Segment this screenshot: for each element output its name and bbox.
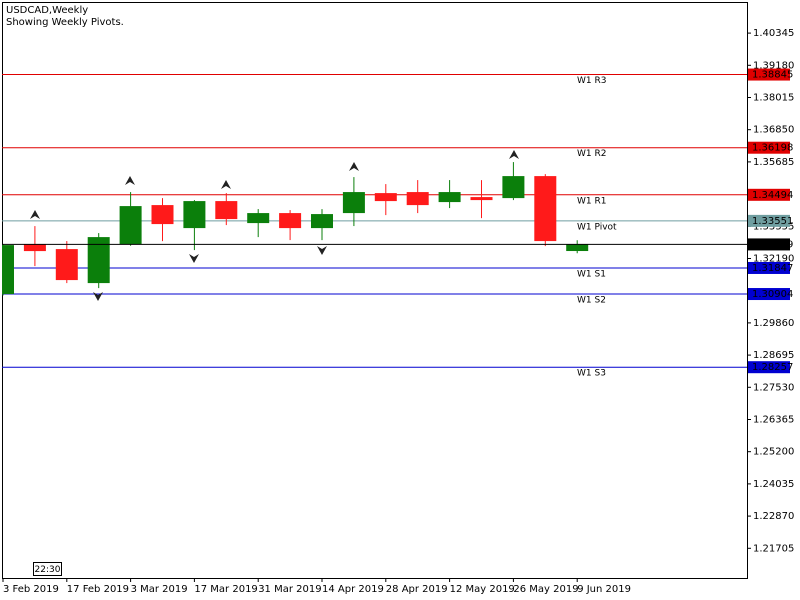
fractal-up	[125, 176, 135, 185]
price-tag-label: 1.33551	[752, 216, 793, 227]
x-tick-label: 17 Feb 2019	[67, 584, 129, 595]
current-price-tag	[748, 238, 790, 251]
candle-body	[215, 201, 238, 220]
price-tag	[748, 68, 790, 81]
y-tick-label: 1.21705	[753, 543, 794, 554]
pivot-name: W1 S2	[577, 296, 606, 306]
candle-body	[470, 197, 493, 201]
y-tick-label: 1.26365	[753, 414, 794, 425]
x-tick-label: 17 Mar 2019	[194, 584, 257, 595]
x-tick-label: 3 Mar 2019	[131, 584, 188, 595]
price-tag	[748, 261, 790, 274]
price-tag	[748, 288, 790, 301]
y-tick-label: 1.28695	[753, 350, 794, 361]
candle-body	[374, 193, 397, 202]
candle-body	[438, 192, 461, 203]
price-tag-label: 1.36198	[752, 143, 793, 154]
y-tick-label: 1.40345	[753, 28, 794, 39]
candle-body	[311, 214, 333, 229]
candle-body	[183, 201, 206, 229]
x-tick-label: 28 Apr 2019	[386, 584, 448, 595]
chart-subtitle: Showing Weekly Pivots.	[6, 17, 124, 28]
price-tag-label: 1.38845	[752, 70, 793, 81]
candle-body	[247, 213, 270, 224]
pivot-name: W1 R1	[577, 196, 606, 206]
price-tag	[748, 361, 790, 374]
fractal-down	[189, 254, 199, 263]
price-tag	[748, 188, 790, 201]
fractal-down	[93, 292, 103, 301]
y-tick-label: 1.32190	[753, 253, 794, 264]
pivot-name: W1 S1	[577, 269, 606, 279]
x-tick-label: 14 Apr 2019	[322, 584, 384, 595]
y-tick-label: 1.22870	[753, 511, 794, 522]
candle-body	[87, 237, 110, 284]
candle-body	[406, 192, 429, 206]
price-tag	[748, 214, 790, 227]
y-tick-label: 1.24035	[753, 479, 794, 490]
candle-body	[279, 213, 302, 229]
time-label: 22:30	[35, 565, 61, 575]
pivot-name: W1 R2	[577, 149, 606, 159]
y-tick-label: 1.27530	[753, 382, 794, 393]
y-tick-label: 1.39180	[753, 60, 794, 71]
time-box	[33, 562, 62, 576]
plot-layer	[2, 74, 747, 368]
x-tick-label: 12 May 2019	[450, 584, 515, 595]
fractal-up	[509, 150, 519, 159]
candle-body	[119, 206, 142, 245]
pivot-name: W1 S3	[577, 369, 606, 379]
y-tick-label: 1.35685	[753, 157, 794, 168]
candle-body	[342, 192, 365, 214]
x-tick-label: 3 Feb 2019	[3, 584, 59, 595]
x-tick-label: 9 Jun 2019	[577, 584, 631, 595]
y-tick-label: 1.36850	[753, 125, 794, 136]
candle-body	[534, 176, 557, 242]
y-tick-label: 1.29860	[753, 318, 794, 329]
current-price-label: 1.32699	[752, 239, 793, 250]
chart-title: USDCAD,Weekly	[6, 5, 88, 16]
fractal-down	[317, 246, 327, 255]
price-tag-label: 1.30904	[752, 289, 793, 300]
fractal-up	[30, 210, 40, 219]
price-tag-label: 1.31847	[752, 263, 793, 274]
candle-body	[23, 244, 46, 252]
candle-body	[502, 176, 525, 199]
fractal-up	[221, 180, 231, 189]
pivot-name: W1 Pivot	[577, 222, 617, 232]
x-tick-label: 31 Mar 2019	[258, 584, 321, 595]
y-tick-label: 1.38015	[753, 92, 794, 103]
candle-body	[55, 249, 78, 281]
price-tag-label: 1.28257	[752, 362, 793, 373]
x-tick-label: 26 May 2019	[513, 584, 578, 595]
candle-body	[2, 245, 14, 295]
price-tag-label: 1.34494	[752, 190, 793, 201]
pivot-name: W1 R3	[577, 76, 606, 86]
candle-body	[151, 205, 174, 225]
fractal-up	[349, 162, 359, 171]
price-tag	[748, 141, 790, 154]
candle-body	[566, 244, 589, 252]
y-tick-label: 1.25200	[753, 447, 794, 458]
fractal-markers	[30, 150, 519, 301]
